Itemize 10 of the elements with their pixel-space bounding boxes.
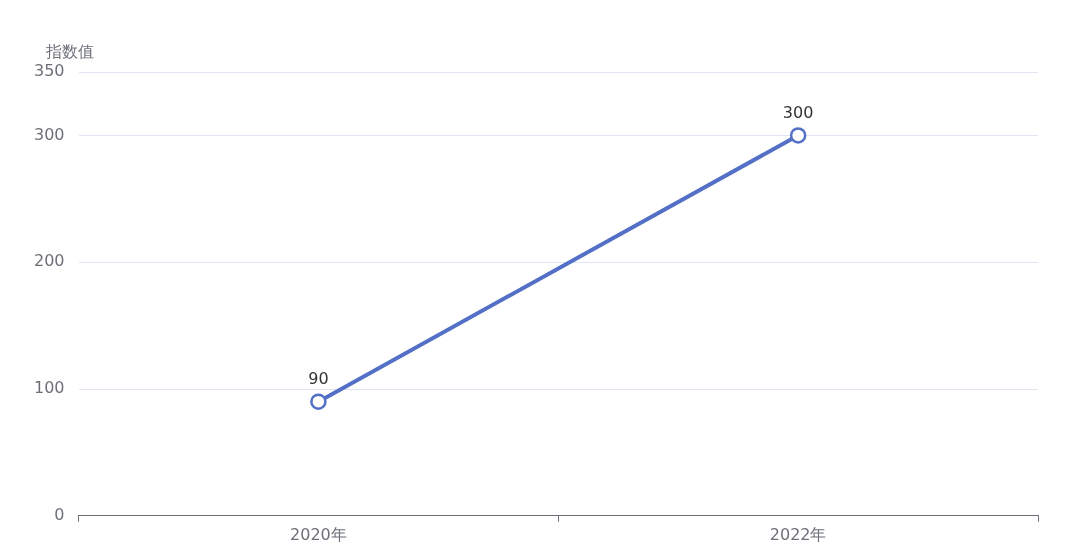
data-label: 90 xyxy=(308,368,329,388)
y-tick-label: 200 xyxy=(33,251,65,271)
y-tick-label: 100 xyxy=(33,378,65,398)
x-tick-label: 2022年 xyxy=(769,524,827,544)
x-tick-label: 2020年 xyxy=(290,524,347,544)
y-tick-label: 350 xyxy=(33,61,65,81)
y-axis-title: 指数值 xyxy=(45,42,94,62)
y-tick-label: 0 xyxy=(54,504,65,524)
data-label: 300 xyxy=(782,102,814,122)
y-tick-label: 300 xyxy=(33,124,65,144)
